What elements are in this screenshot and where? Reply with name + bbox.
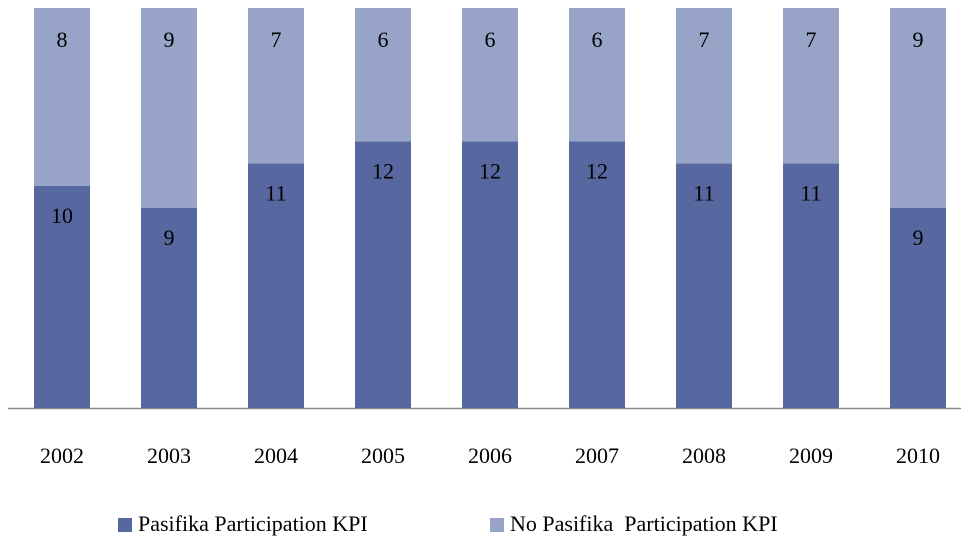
data-label: 9 xyxy=(913,225,924,250)
data-label: 7 xyxy=(271,27,282,52)
bar-segment xyxy=(34,8,90,186)
bar-segment xyxy=(141,8,197,208)
x-tick-label: 2003 xyxy=(147,443,191,468)
data-label: 9 xyxy=(913,27,924,52)
bar-segment xyxy=(783,8,839,164)
data-label: 10 xyxy=(51,203,73,228)
legend-swatch xyxy=(118,518,132,532)
bar-segment xyxy=(355,8,411,142)
bar-segment xyxy=(355,141,411,409)
data-label: 6 xyxy=(485,27,496,52)
data-label: 11 xyxy=(800,181,821,206)
bar-segment xyxy=(462,141,518,409)
bar-segment xyxy=(248,163,304,408)
data-label: 7 xyxy=(806,27,817,52)
data-label: 12 xyxy=(586,158,608,183)
legend-label: Pasifika Participation KPI xyxy=(138,511,368,536)
data-label: 11 xyxy=(693,181,714,206)
x-tick-label: 2005 xyxy=(361,443,405,468)
x-tick-label: 2007 xyxy=(575,443,619,468)
data-label: 6 xyxy=(592,27,603,52)
legend-label: No Pasifika Participation KPI xyxy=(510,511,778,536)
bar-segment xyxy=(569,141,625,409)
bar-segment xyxy=(141,208,197,408)
bar-segment xyxy=(783,163,839,408)
data-label: 12 xyxy=(479,158,501,183)
data-label: 12 xyxy=(372,158,394,183)
data-label: 11 xyxy=(265,181,286,206)
legend-swatch xyxy=(490,518,504,532)
bar-segment xyxy=(890,8,946,208)
x-tick-label: 2002 xyxy=(40,443,84,468)
x-tick-label: 2009 xyxy=(789,443,833,468)
bar-segment xyxy=(676,163,732,408)
data-label: 6 xyxy=(378,27,389,52)
bar-segment xyxy=(890,208,946,408)
data-label: 9 xyxy=(164,225,175,250)
x-tick-label: 2008 xyxy=(682,443,726,468)
bar-segment xyxy=(462,8,518,142)
x-tick-label: 2010 xyxy=(896,443,940,468)
bar-segment xyxy=(569,8,625,142)
data-label: 9 xyxy=(164,27,175,52)
bar-segment xyxy=(676,8,732,164)
bar-segment xyxy=(248,8,304,164)
x-tick-label: 2004 xyxy=(254,443,298,468)
bar-segment xyxy=(34,185,90,408)
data-label: 8 xyxy=(57,27,68,52)
data-label: 7 xyxy=(699,27,710,52)
x-tick-label: 2006 xyxy=(468,443,512,468)
